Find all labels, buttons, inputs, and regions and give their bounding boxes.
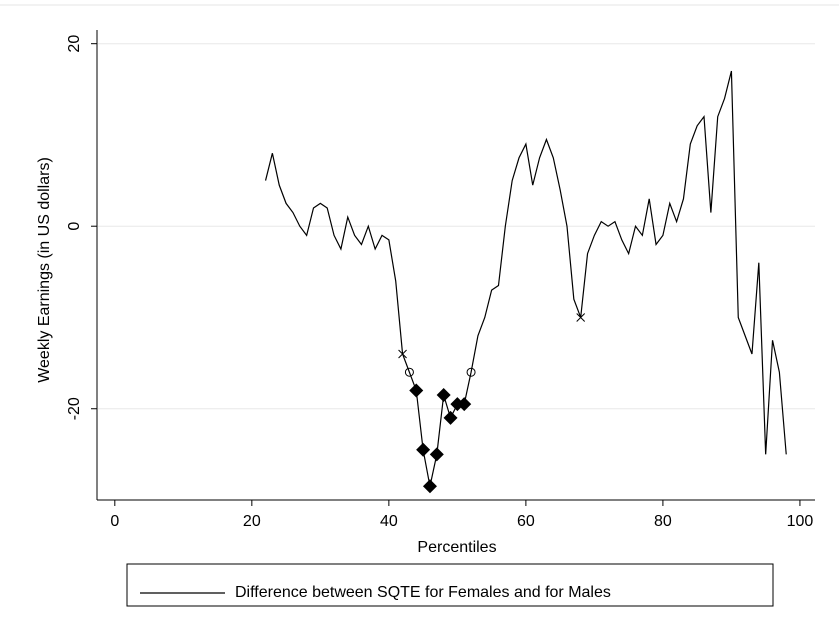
marker-diamond — [436, 388, 451, 403]
x-tick-label: 20 — [243, 513, 261, 530]
x-axis-label: Percentiles — [417, 539, 496, 556]
legend-label: Difference between SQTE for Females and … — [235, 584, 611, 601]
marker-diamond — [443, 410, 458, 425]
marker-diamond — [416, 442, 431, 457]
y-axis-label: Weekly Earnings (in US dollars) — [36, 157, 53, 383]
marker-x — [398, 349, 407, 359]
x-tick-label: 60 — [517, 513, 535, 530]
x-tick-label: 40 — [380, 513, 398, 530]
y-tick-label: 20 — [66, 35, 83, 53]
x-tick-label: 80 — [654, 513, 672, 530]
marker-diamond — [409, 383, 424, 398]
y-tick-label: 0 — [66, 222, 83, 231]
marker-circle — [466, 367, 476, 377]
marker-x — [576, 313, 586, 322]
x-tick-label: 100 — [787, 513, 814, 530]
data-line — [264, 70, 787, 487]
x-tick-label: 0 — [110, 513, 119, 530]
marker-diamond — [422, 479, 437, 494]
marker-diamond — [457, 397, 472, 412]
marker-diamond — [429, 447, 444, 462]
legend-box — [126, 563, 774, 607]
y-tick-label: -20 — [66, 397, 83, 420]
marker-circle — [404, 367, 414, 377]
